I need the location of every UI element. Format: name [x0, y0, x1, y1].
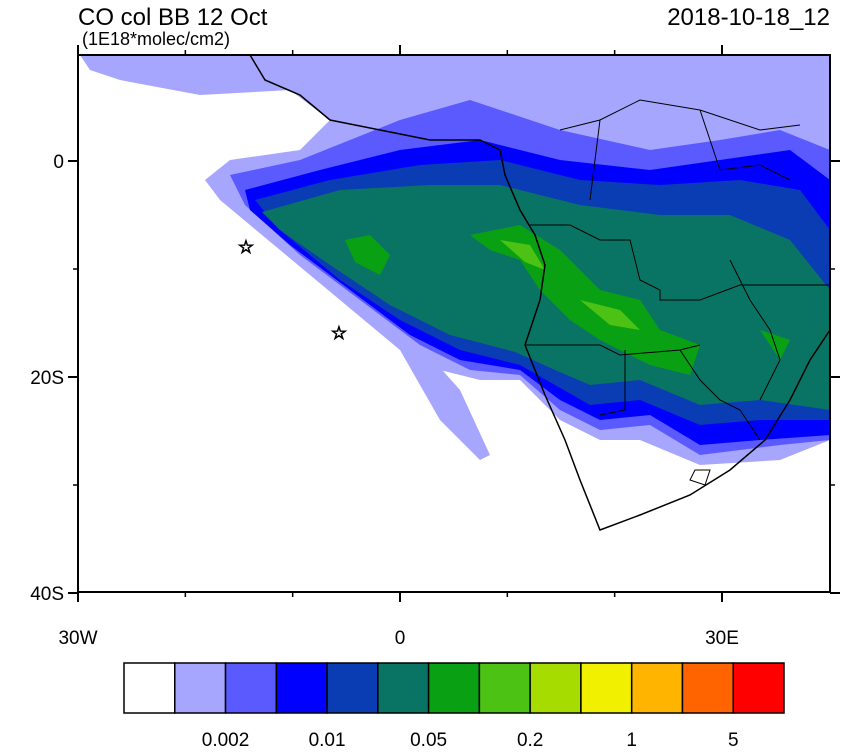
plume-green	[345, 225, 790, 375]
title: CO col BB 12 Oct	[78, 4, 268, 31]
colorbar-label: 0.01	[309, 730, 346, 747]
colorbar-box	[174, 662, 227, 714]
colorbar-box	[529, 662, 582, 714]
colorbar-label: 0.002	[202, 730, 250, 747]
lon-tick-label: 0	[395, 628, 406, 649]
lon-tick-label: 30W	[58, 628, 97, 649]
lon-tick-label: 30E	[705, 628, 739, 649]
colorbar-box	[326, 662, 379, 714]
colorbar-box	[681, 662, 734, 714]
colorbar-box	[630, 662, 684, 714]
star: ☆	[331, 323, 347, 343]
colorbar-box	[377, 662, 430, 714]
units: (1E18*molec/cm2)	[82, 29, 230, 49]
colorbar-box	[478, 662, 531, 714]
colorbar-box	[123, 662, 176, 714]
star: ☆	[238, 237, 254, 257]
map-frame	[77, 54, 831, 593]
colorbar-box	[224, 662, 278, 714]
colorbar-label: 0.05	[410, 730, 447, 747]
colorbar-box	[732, 662, 785, 714]
lat-tick-label: 40S	[30, 584, 64, 605]
map-field: ☆ ☆	[80, 55, 830, 531]
axes: 0 20S 40S 30W 0 30E	[30, 45, 840, 649]
colorbar-box	[580, 662, 633, 714]
plume-lightgreen	[500, 240, 640, 330]
coastline	[249, 55, 830, 531]
colorbar-label: 0.2	[517, 730, 543, 747]
colorbar-box	[275, 662, 328, 714]
lat-tick-label: 0	[53, 152, 64, 173]
colorbar-box	[427, 662, 481, 714]
date: 2018-10-18_12	[667, 4, 830, 31]
borders	[525, 99, 830, 486]
colorbar-label: 1	[626, 730, 637, 747]
colorbar-label: 5	[728, 730, 739, 747]
lat-tick-label: 20S	[30, 368, 64, 389]
plume-streak	[398, 338, 487, 457]
colorbar: 0.002 0.01 0.05 0.2 1 5	[123, 662, 785, 751]
